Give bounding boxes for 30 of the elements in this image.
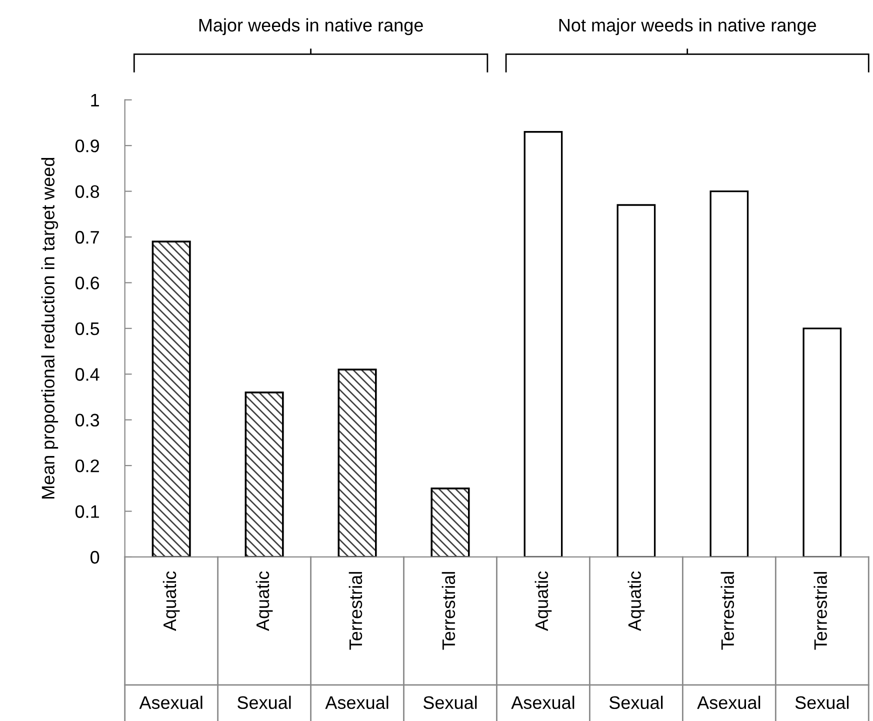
x-tick-label: Terrestrial <box>348 572 362 650</box>
y-tick-label: 0.6 <box>75 276 100 290</box>
text: Sexual <box>609 696 663 710</box>
y-tick-label: 0.8 <box>75 185 100 198</box>
y-tick-label: 0.3 <box>75 414 100 427</box>
x-tick-label: Terrestrial <box>720 572 734 650</box>
text: Sexual <box>795 696 849 710</box>
y-tick-label: 0.2 <box>75 459 99 472</box>
text: Asexual <box>697 696 760 710</box>
y-tick-label: 0.5 <box>75 322 100 336</box>
y-tick-label: 0.7 <box>75 230 99 244</box>
y-tick-label: 0.9 <box>75 140 99 152</box>
x-tick-label: Terrestrial <box>814 572 827 650</box>
x-tick-label: Aquatic <box>256 571 273 632</box>
text: Sexual <box>423 696 477 710</box>
x-tick-label: Terrestrial <box>442 572 456 650</box>
text: Major weeds in native range <box>199 18 423 36</box>
x-tick-label: Aquatic <box>162 571 180 632</box>
x-tick-label: Aquatic <box>628 571 645 632</box>
y-tick-label: 1 <box>91 94 99 106</box>
y-axis-title: Mean proportional reduction in target weed <box>41 158 58 499</box>
y-tick-label: 0 <box>90 550 100 564</box>
y-tick-label: 0.1 <box>75 505 99 518</box>
text: Not major weeds in native range <box>559 18 816 36</box>
y-tick-label: 0.4 <box>75 368 100 381</box>
text: Asexual <box>325 696 388 710</box>
x-tick-label: Aquatic <box>534 571 552 632</box>
text: Asexual <box>511 696 574 710</box>
text: Asexual <box>139 696 202 710</box>
text: Sexual <box>238 696 291 710</box>
